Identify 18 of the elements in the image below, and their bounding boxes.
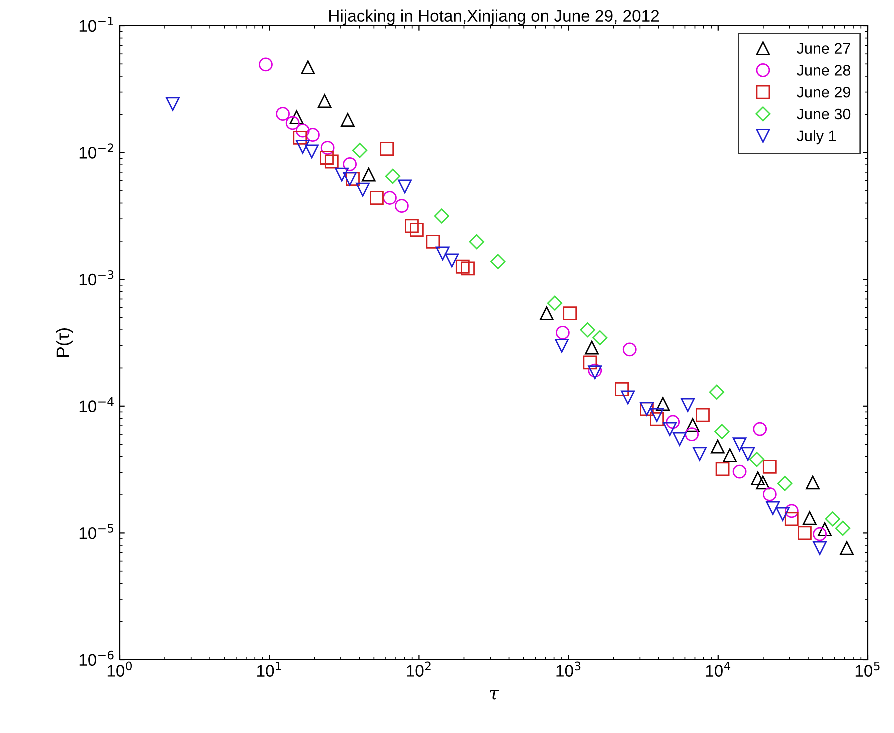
legend-label: June 29 bbox=[797, 86, 850, 98]
x-tick-label: 10$^{1}$ bbox=[258, 662, 282, 677]
y-tick-label: 10$^{−3}$ bbox=[80, 270, 114, 286]
legend-label: June 30 bbox=[797, 108, 851, 120]
legend-label: June 27 bbox=[797, 43, 850, 54]
x-tick-label: 10$^{4}$ bbox=[706, 662, 731, 677]
y-tick-label: 10$^{−5}$ bbox=[80, 524, 114, 540]
y-tick-label: 10$^{−2}$ bbox=[80, 144, 114, 159]
y-tick-label: 10$^{−1}$ bbox=[80, 17, 114, 32]
x-tick-label: 10$^{2}$ bbox=[407, 662, 431, 677]
x-axis-title: τ bbox=[490, 690, 500, 700]
y-axis-title: P(τ) bbox=[56, 328, 74, 358]
y-tick-label: 10$^{−4}$ bbox=[80, 397, 114, 412]
x-tick-label: 10$^{5}$ bbox=[856, 662, 880, 677]
x-tick-label: 10$^{3}$ bbox=[556, 662, 581, 677]
legend-label: June 28 bbox=[797, 65, 851, 76]
legend-label: July 1 bbox=[797, 130, 836, 145]
chart-title: Hijacking in Hotan,Xinjiang on June 29, 2012 bbox=[330, 10, 660, 26]
